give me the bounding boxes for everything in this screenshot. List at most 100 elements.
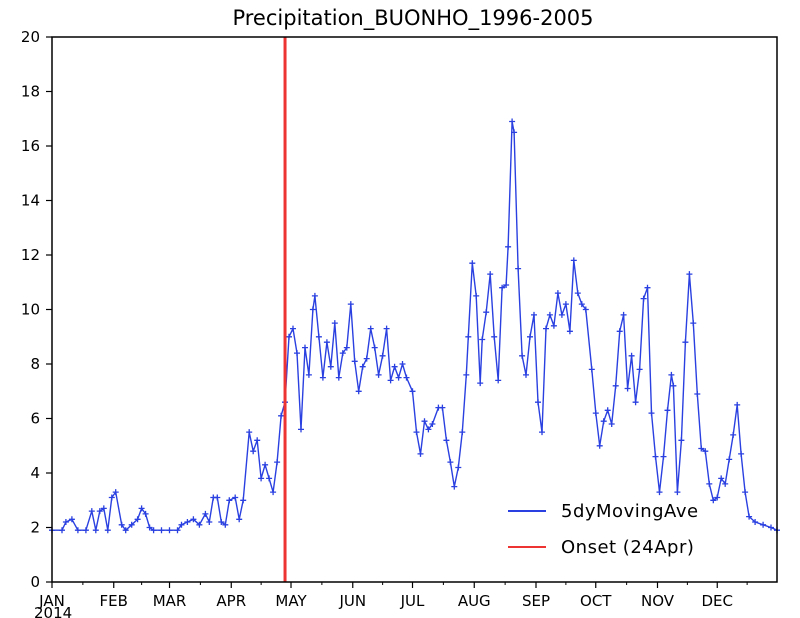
data-point	[495, 377, 502, 384]
data-point	[582, 306, 589, 313]
data-point	[359, 363, 366, 370]
y-tick-label: 6	[30, 410, 40, 428]
data-point	[768, 524, 774, 531]
data-point	[331, 320, 338, 327]
x-tick-label: FEB	[100, 592, 128, 610]
data-point	[262, 461, 269, 468]
data-point	[112, 489, 119, 496]
data-point	[710, 497, 717, 504]
y-tick-label: 12	[21, 246, 40, 264]
data-point	[250, 448, 257, 455]
data-point	[174, 527, 181, 534]
data-point	[270, 489, 277, 496]
data-point	[335, 374, 342, 381]
data-point	[286, 333, 292, 340]
x-axis-year-label: 2014	[34, 604, 72, 618]
data-point	[232, 494, 239, 501]
data-point	[409, 388, 416, 395]
data-point	[222, 521, 229, 528]
data-point	[214, 494, 221, 501]
data-point	[82, 527, 89, 534]
data-point	[319, 374, 326, 381]
data-point	[184, 519, 191, 525]
data-point	[503, 282, 510, 288]
data-point	[413, 429, 420, 436]
data-point	[738, 450, 745, 457]
data-point	[375, 371, 382, 378]
data-point	[562, 301, 569, 308]
data-point	[648, 410, 655, 417]
data-point	[742, 489, 749, 496]
data-point	[118, 521, 125, 528]
data-point	[363, 355, 370, 362]
data-point	[554, 290, 561, 297]
data-point	[96, 508, 103, 515]
data-point	[463, 371, 470, 378]
data-point	[309, 306, 316, 313]
data-point	[343, 344, 350, 351]
data-point	[104, 527, 111, 534]
data-point	[178, 521, 185, 528]
data-point	[166, 527, 173, 534]
data-point	[447, 459, 454, 466]
data-point	[760, 521, 767, 528]
data-point	[702, 448, 709, 455]
data-point	[674, 489, 681, 496]
x-tick-label: OCT	[580, 592, 612, 610]
data-point	[355, 388, 362, 395]
data-point	[421, 418, 428, 425]
chart-title: Precipitation_BUONHO_1996-2005	[232, 6, 593, 31]
x-tick-label: JUN	[338, 592, 366, 610]
data-point	[150, 527, 157, 534]
data-point	[327, 363, 334, 370]
data-point	[347, 301, 354, 308]
data-point	[305, 371, 312, 378]
data-point	[417, 450, 424, 457]
data-point	[543, 325, 549, 332]
data-point	[206, 519, 213, 525]
data-point	[477, 380, 484, 387]
data-point	[278, 412, 285, 419]
x-tick-label: NOV	[641, 592, 675, 610]
data-point	[491, 333, 498, 340]
y-tick-label: 20	[21, 28, 40, 46]
data-point	[371, 344, 378, 351]
data-point	[311, 292, 318, 299]
data-point	[505, 243, 512, 250]
data-point	[686, 271, 693, 278]
data-point	[323, 339, 330, 346]
data-point	[596, 442, 603, 449]
legend-label-5dy-moving-ave: 5dyMovingAve	[561, 501, 699, 522]
data-point	[218, 519, 225, 525]
data-point	[266, 475, 273, 482]
data-point	[668, 371, 675, 378]
x-tick-label: DEC	[701, 592, 733, 610]
data-point	[515, 265, 522, 272]
data-point	[403, 374, 410, 381]
data-point	[752, 519, 759, 525]
data-point	[142, 510, 149, 517]
data-point	[519, 352, 526, 359]
y-tick-label: 0	[30, 573, 40, 591]
data-point	[391, 363, 398, 370]
data-point	[100, 505, 107, 512]
y-axis: 0 2 4 6 8 10 12 14 16 18 20	[21, 28, 52, 591]
data-point	[604, 407, 611, 414]
y-tick-label: 4	[30, 464, 40, 482]
data-point	[558, 311, 565, 318]
data-point	[698, 445, 705, 452]
data-point	[690, 320, 697, 327]
data-point	[730, 431, 737, 438]
data-point	[367, 325, 374, 332]
x-tick-label: APR	[216, 592, 246, 610]
data-point	[706, 480, 713, 487]
data-point	[546, 311, 553, 318]
data-point	[620, 311, 627, 318]
data-point	[465, 333, 472, 340]
data-point	[726, 456, 733, 463]
data-point	[240, 497, 247, 504]
plot-frame	[51, 36, 778, 583]
data-point	[644, 284, 651, 291]
data-point	[158, 527, 165, 534]
